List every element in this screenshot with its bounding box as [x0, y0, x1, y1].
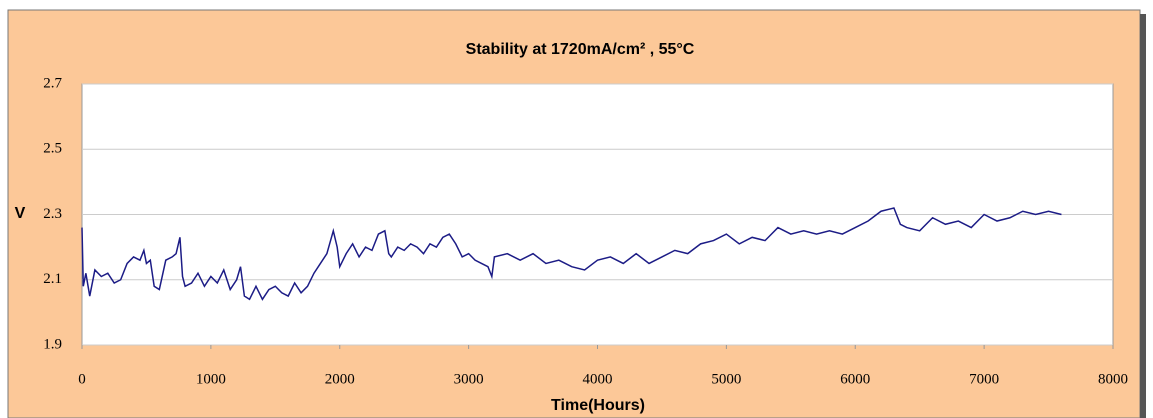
y-tick-label: 2.7 — [43, 75, 62, 91]
x-tick-label: 1000 — [196, 371, 226, 387]
y-tick-label: 1.9 — [43, 336, 62, 352]
data-line — [81, 207, 1062, 301]
x-tick-label: 7000 — [969, 371, 999, 387]
x-tick-label: 0 — [78, 371, 86, 387]
x-tick-label: 2000 — [325, 371, 355, 387]
x-tick-label: 4000 — [583, 371, 613, 387]
x-tick-label: 5000 — [711, 371, 741, 387]
y-axis-label: V — [15, 205, 26, 222]
y-tick-label: 2.3 — [43, 206, 62, 222]
x-tick-label: 3000 — [454, 371, 484, 387]
y-tick-label: 2.5 — [43, 141, 62, 157]
x-tick-label: 8000 — [1098, 371, 1128, 387]
chart-title: Stability at 1720mA/cm² , 55°C — [466, 41, 695, 58]
x-tick-label: 6000 — [840, 371, 870, 387]
y-tick-label: 2.1 — [43, 271, 62, 287]
shadow — [1140, 14, 1146, 418]
x-axis-label: Time(Hours) — [551, 397, 645, 414]
